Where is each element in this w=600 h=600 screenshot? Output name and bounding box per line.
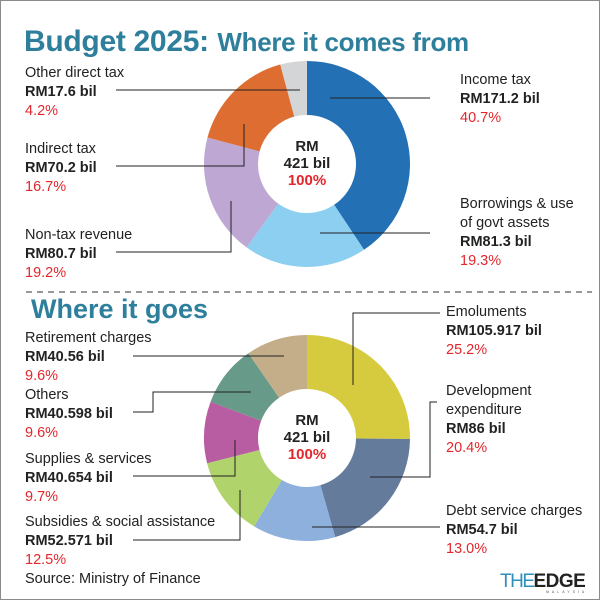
- slice-subsidies-social-assistance: [207, 449, 282, 527]
- leader-supplies-services: [133, 440, 236, 477]
- label-supplies-services: Supplies & services RM40.654 bil 9.7%: [25, 451, 152, 505]
- leader-lines: [116, 89, 440, 541]
- slice-retirement-charges: [248, 335, 307, 398]
- center-pct: 100%: [287, 172, 327, 189]
- slice-debt-service-charges: [254, 480, 336, 541]
- leader-indirect-tax: [116, 124, 245, 167]
- donut-expenditure: [204, 335, 411, 541]
- logo-sub: MALAYSIA: [546, 590, 588, 594]
- slice-borrowings-use-of-govt-assets: [246, 203, 365, 267]
- label-indirect-tax: Indirect tax RM70.2 bil 16.7%: [25, 141, 97, 195]
- label-other-direct-tax: Other direct tax RM17.6 bil 4.2%: [25, 65, 125, 119]
- center-total: 421 bil: [283, 155, 331, 172]
- label-subsidies: Subsidies & social assistance RM52.571 b…: [25, 514, 216, 568]
- slice-indirect-tax: [207, 64, 295, 152]
- slice-supplies-services: [204, 401, 262, 464]
- label-non-tax-revenue: Non-tax revenue RM80.7 bil 19.2%: [25, 227, 133, 281]
- label-emoluments: Emoluments RM105.917 bil 25.2%: [446, 304, 542, 358]
- label-borrowings: Borrowings & use of govt assets RM81.3 b…: [460, 196, 574, 269]
- logo-edge: EDGE: [533, 571, 586, 592]
- source-note: Source: Ministry of Finance: [25, 571, 201, 587]
- slice-emoluments: [307, 335, 411, 440]
- logo-the: THE: [500, 571, 535, 592]
- donut-expenditure-center: RM 421 bil 100%: [257, 412, 357, 463]
- center-currency: RM: [295, 138, 319, 155]
- leader-non-tax-revenue: [116, 201, 232, 253]
- label-debt-service: Debt service charges RM54.7 bil 13.0%: [446, 503, 583, 557]
- slice-others: [210, 353, 280, 421]
- label-retirement-charges: Retirement charges RM40.56 bil 9.6%: [25, 330, 152, 384]
- section-title-where-it-goes: Where it goes: [31, 294, 209, 324]
- leader-others: [133, 391, 251, 413]
- slice-non-tax-revenue: [203, 137, 279, 248]
- label-development: Development expenditure RM86 bil 20.4%: [446, 383, 532, 456]
- donut-income-center: RM 421 bil 100%: [257, 138, 357, 189]
- center-total: 421 bil: [283, 429, 331, 446]
- title-main: Budget 2025:: [24, 25, 209, 58]
- chart-title: Budget 2025: Where it comes from: [24, 22, 469, 59]
- label-others: Others RM40.598 bil 9.6%: [25, 387, 113, 441]
- slice-development-expenditure: [320, 438, 410, 538]
- center-currency: RM: [295, 412, 319, 429]
- slice-income-tax: [307, 61, 411, 250]
- publisher-logo: THEEDGE MALAYSIA: [500, 571, 588, 594]
- title-rest: Where it comes from: [217, 27, 469, 57]
- center-pct: 100%: [287, 446, 327, 463]
- leader-emoluments: [352, 312, 440, 385]
- label-income-tax: Income tax RM171.2 bil 40.7%: [460, 72, 540, 126]
- donut-income: [203, 61, 411, 267]
- leader-subsidies: [133, 490, 241, 541]
- slice-other-direct-tax: [280, 61, 307, 117]
- leader-development: [370, 401, 437, 478]
